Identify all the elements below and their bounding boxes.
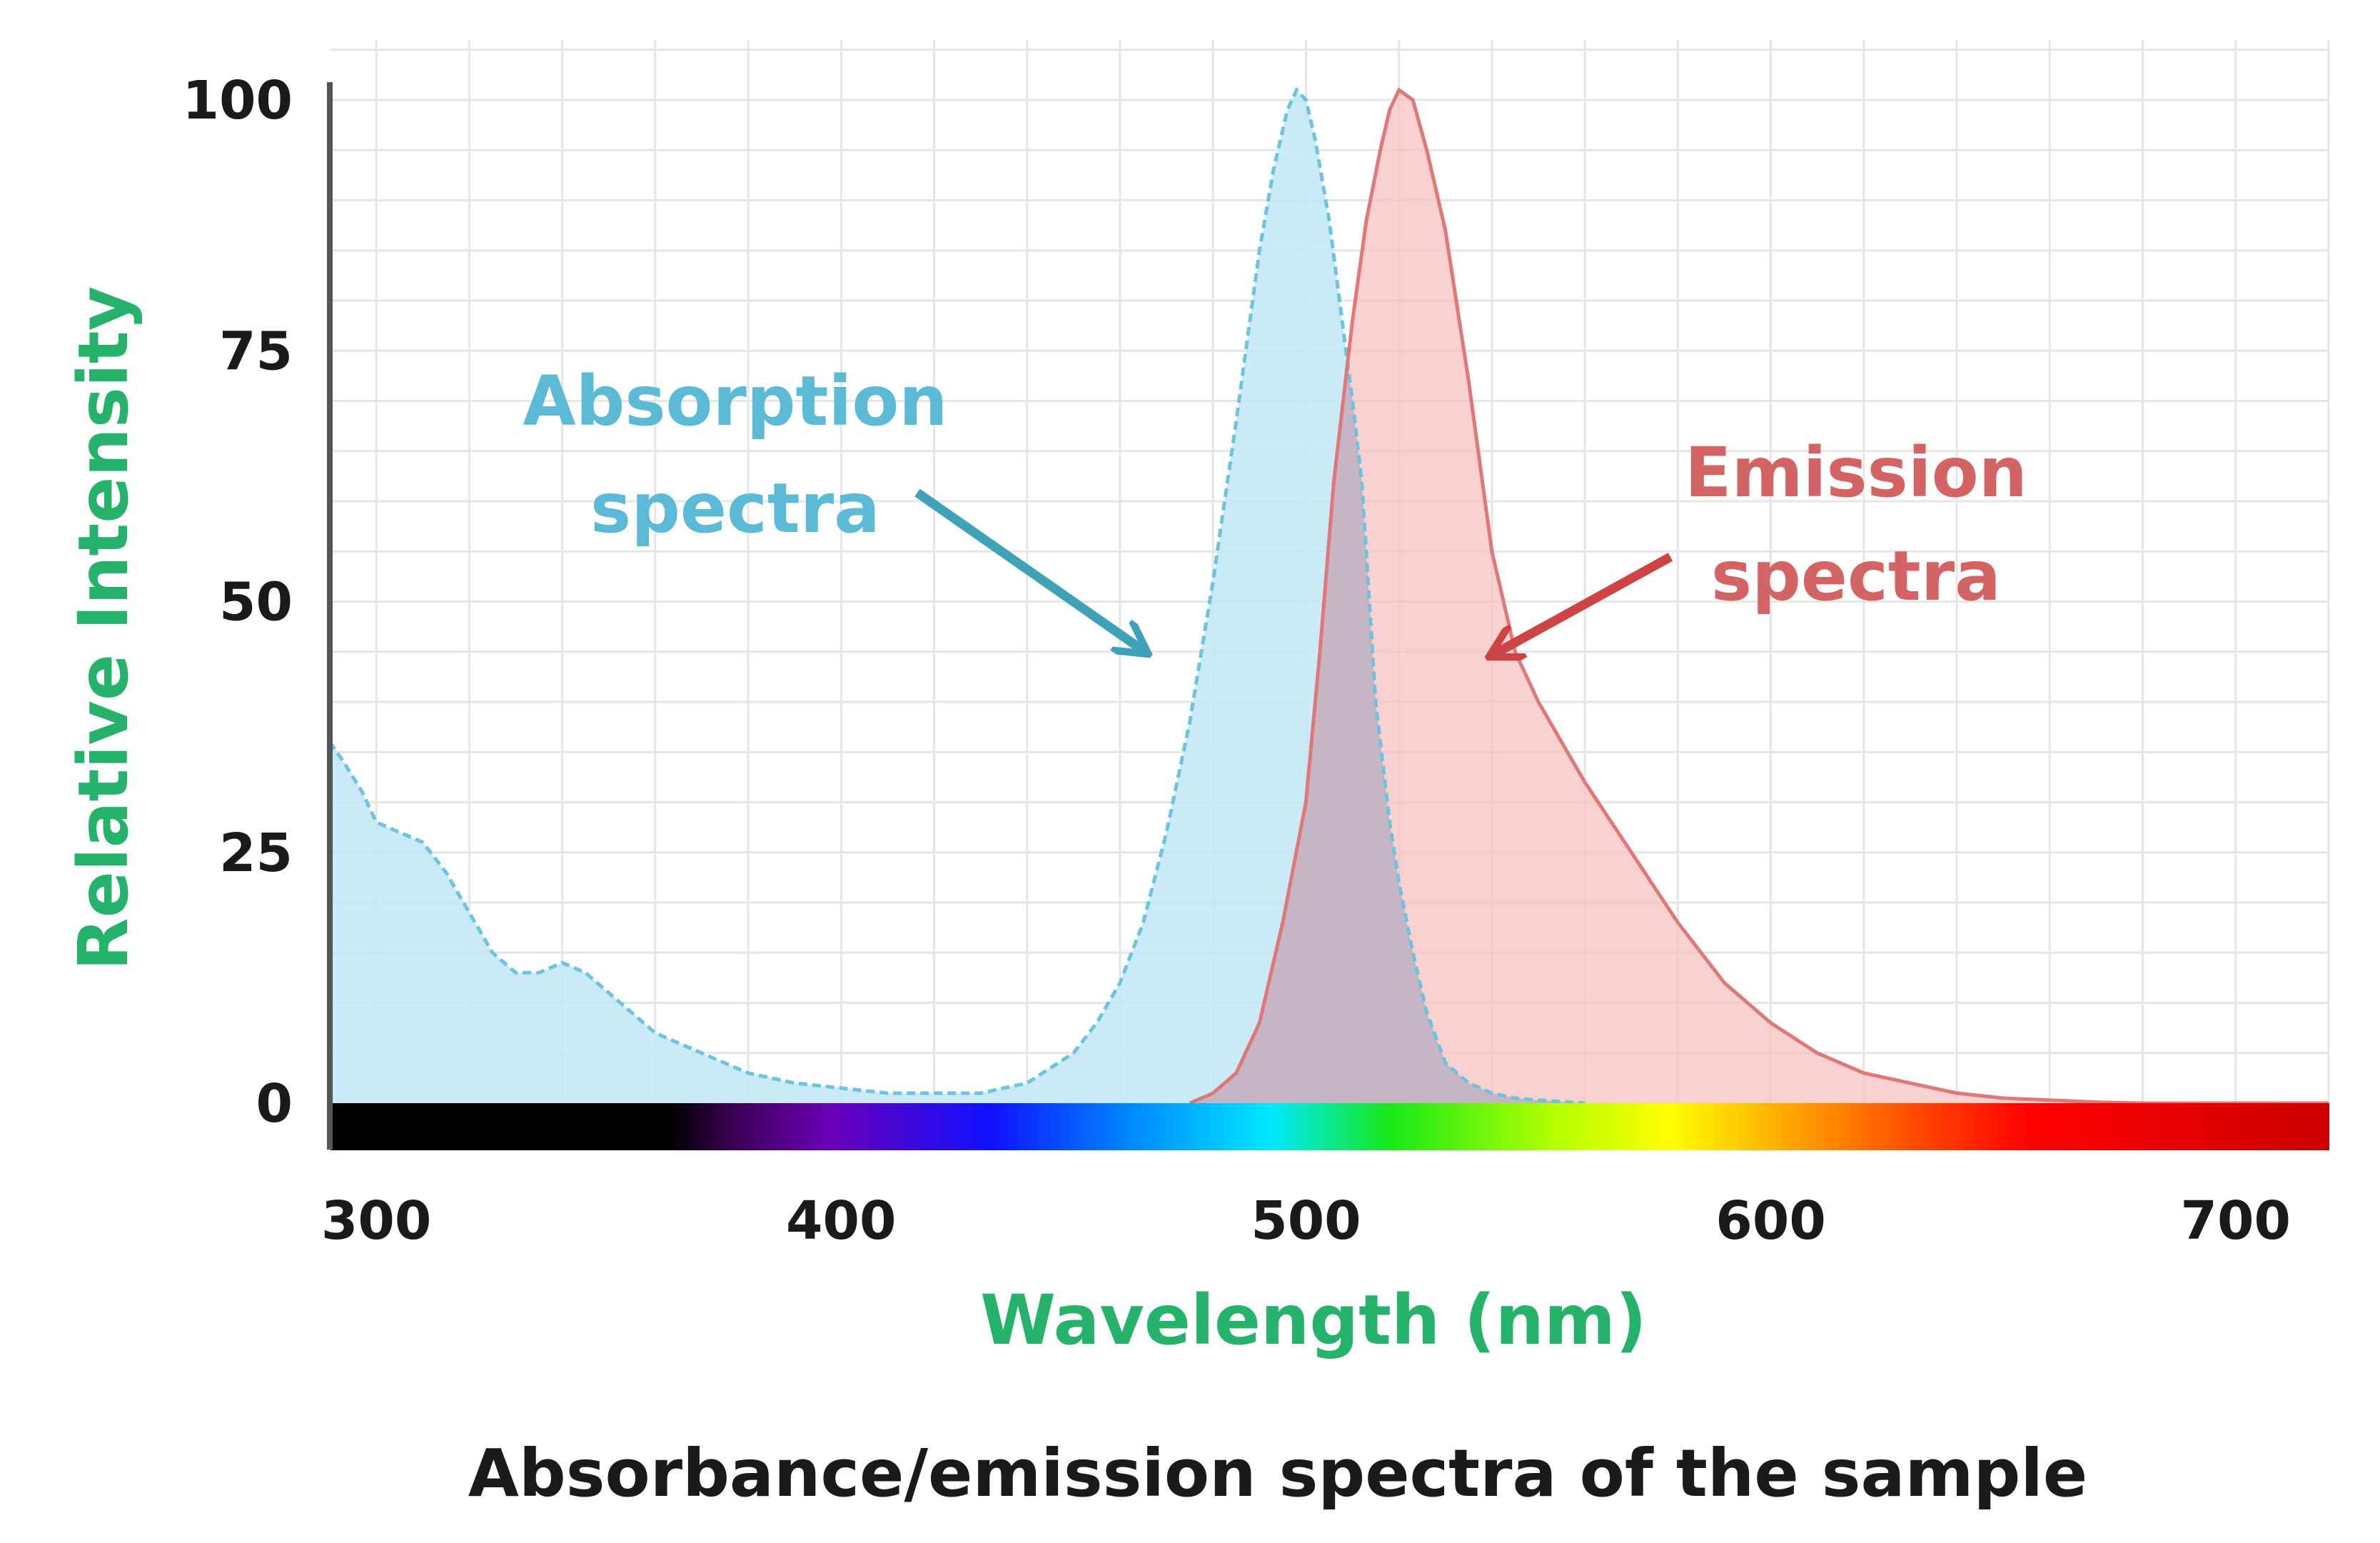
overlap-area [1189, 364, 1585, 1103]
emission-arrow [1496, 553, 1673, 653]
absorption-area [330, 90, 1585, 1103]
chart-title: Absorbance/emission spectra of the sampl… [468, 1435, 2088, 1512]
x-tick-label: 600 [1715, 1190, 1825, 1252]
absorption-arrow [914, 488, 1142, 650]
x-tick-label: 500 [1251, 1190, 1361, 1252]
emission-label-line2: spectra [1711, 536, 2001, 616]
emission-label-line1: Emission [1685, 433, 2027, 513]
emission-area [1189, 90, 2329, 1103]
x-tick-label: 400 [786, 1190, 896, 1252]
y-axis-label: Relative Intensity [64, 286, 143, 971]
x-tick-label: 700 [2181, 1190, 2291, 1252]
y-tick-label: 0 [256, 1073, 293, 1135]
y-tick-label: 50 [219, 572, 293, 633]
absorption-label-line1: Absorption [523, 361, 947, 441]
absorption-line [328, 86, 1585, 1105]
y-tick-label: 100 [183, 70, 293, 131]
x-tick-labels: 300 400 500 600 700 [321, 1190, 2291, 1252]
y-tick-labels: 0 25 50 75 100 [183, 70, 293, 1135]
absorption-annotation: Absorption spectra [523, 361, 1142, 650]
emission-annotation: Emission spectra [1496, 433, 2027, 653]
spectrum-bar [331, 1103, 2329, 1150]
emission-line [1189, 87, 2329, 1105]
y-tick-label: 75 [219, 321, 293, 382]
y-tick-label: 25 [219, 823, 293, 884]
absorption-label-line2: spectra [590, 468, 880, 548]
x-tick-label: 300 [321, 1190, 431, 1252]
x-axis-label: Wavelength (nm) [980, 1280, 1647, 1360]
